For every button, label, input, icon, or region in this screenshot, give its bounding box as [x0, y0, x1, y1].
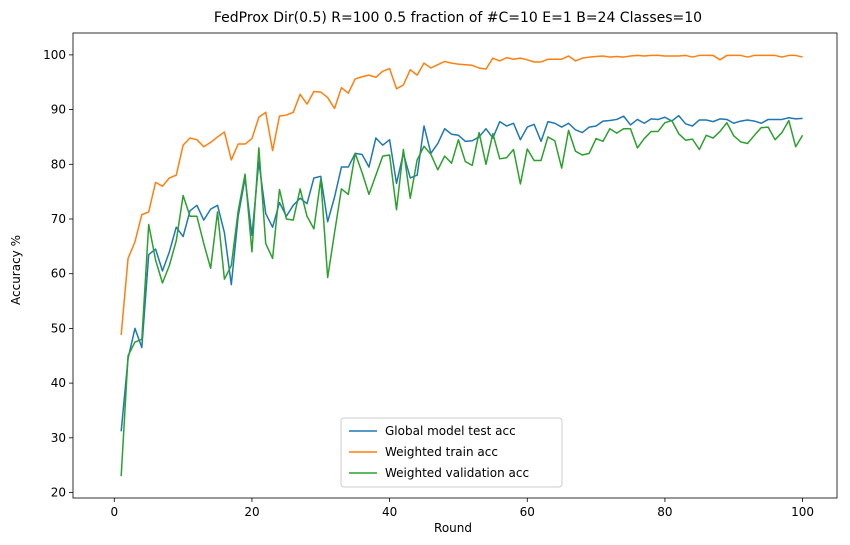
legend-box: [340, 417, 563, 488]
series-line-2: [120, 54, 803, 336]
legend: Global model test acc Weighted train acc W…: [340, 417, 563, 488]
y-tick-label: 70: [51, 212, 66, 226]
y-tick-label: 60: [51, 267, 66, 281]
x-tick-label: 20: [244, 505, 259, 519]
y-tick-label: 80: [51, 157, 66, 171]
y-tick-label: 40: [51, 376, 66, 390]
series-line-1: [120, 114, 803, 432]
axes-frame: [72, 32, 838, 499]
y-tick-label: 30: [51, 431, 66, 445]
x-tick-label: 100: [791, 505, 814, 519]
y-tick-label: 20: [51, 486, 66, 500]
legend-entry-3: Weighted validation acc: [385, 466, 529, 480]
x-tick-label: 40: [382, 505, 397, 519]
series-line-3: [120, 119, 804, 477]
chart-title: FedProx Dir(0.5) R=100 0.5 fraction of #…: [214, 10, 702, 26]
x-tick-label: 80: [657, 505, 672, 519]
x-axis-label: Round: [434, 521, 472, 535]
legend-entry-2: Weighted train acc: [385, 445, 498, 459]
y-tick-label: 50: [51, 321, 66, 335]
legend-entry-1: Global model test acc: [385, 424, 516, 438]
x-tick-label: 0: [110, 505, 118, 519]
x-tick-label: 60: [520, 505, 535, 519]
y-axis-label: Accuracy %: [9, 235, 23, 305]
plot-area: 0 20 40 60 80 100 20 30 40 50 60 70 80 90 100: [43, 32, 838, 519]
y-tick-label: 100: [43, 48, 66, 62]
y-tick-label: 90: [51, 103, 66, 117]
